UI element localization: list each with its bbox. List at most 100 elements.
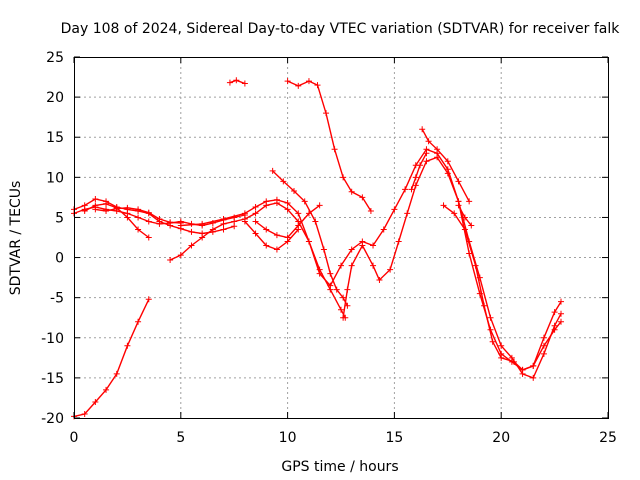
data-point-marker	[530, 362, 537, 369]
data-point-marker	[231, 218, 238, 225]
data-point-marker	[284, 200, 291, 207]
data-point-marker	[338, 306, 344, 313]
series-line	[244, 221, 299, 251]
data-point-marker	[455, 202, 462, 209]
data-point-marker	[135, 206, 142, 213]
data-point-marker	[263, 198, 270, 205]
data-point-marker	[252, 230, 259, 237]
data-point-marker	[376, 277, 383, 284]
data-point-marker	[135, 226, 142, 233]
plot-frame	[74, 57, 609, 419]
y-tick-label: -20	[41, 411, 64, 427]
data-point-marker	[177, 252, 184, 259]
data-point-marker	[370, 242, 377, 249]
data-point-marker	[412, 174, 419, 181]
data-point-marker	[417, 162, 424, 169]
y-tick-label: 25	[46, 50, 64, 66]
data-point-marker	[295, 210, 302, 217]
data-point-marker	[434, 154, 441, 161]
data-point-marker	[551, 309, 558, 316]
data-point-marker	[135, 318, 142, 325]
x-tick-label: 10	[279, 430, 297, 446]
data-point-marker	[301, 198, 308, 205]
series-track-14	[419, 126, 473, 205]
data-point-marker	[468, 222, 475, 229]
data-point-marker	[359, 194, 366, 201]
series-track-5	[71, 296, 152, 420]
series-track-8	[226, 77, 248, 87]
data-point-marker	[233, 77, 240, 84]
data-point-marker	[558, 318, 565, 325]
data-point-marker	[167, 256, 174, 263]
data-point-marker	[461, 214, 468, 221]
data-point-marker	[344, 286, 351, 293]
data-point-marker	[145, 218, 152, 225]
data-point-marker	[466, 250, 473, 257]
data-point-marker	[305, 78, 312, 85]
series-line	[443, 204, 562, 371]
data-point-marker	[113, 205, 120, 212]
data-point-marker	[305, 210, 312, 217]
data-point-marker	[348, 262, 355, 269]
data-point-marker	[519, 366, 526, 373]
data-point-marker	[305, 238, 312, 245]
y-tick-label: 20	[46, 90, 64, 106]
data-point-marker	[434, 146, 441, 153]
data-point-marker	[367, 208, 374, 215]
y-tick-label: 5	[55, 210, 64, 226]
data-point-marker	[444, 158, 451, 165]
data-point-marker	[188, 242, 195, 249]
data-point-marker	[135, 214, 142, 221]
data-point-marker	[423, 150, 430, 157]
series-track-16	[408, 150, 430, 193]
series-track-13	[340, 154, 565, 381]
series-track-12	[241, 218, 302, 253]
data-point-marker	[498, 342, 505, 349]
data-point-marker	[280, 178, 287, 185]
data-point-marker	[391, 206, 398, 213]
data-point-marker	[348, 188, 355, 195]
data-point-marker	[124, 342, 131, 349]
data-point-marker	[540, 334, 547, 341]
data-point-marker	[284, 238, 291, 245]
ticks: 0 5 10 15 20 25 -20 -15 -10 -5 0 5 10 15 20 25	[41, 50, 617, 446]
data-point-marker	[359, 242, 366, 249]
x-tick-label: 0	[70, 430, 79, 446]
series-line	[272, 170, 349, 307]
data-point-marker	[273, 246, 280, 253]
data-point-marker	[284, 206, 291, 213]
data-point-marker	[177, 222, 184, 229]
data-point-marker	[316, 270, 323, 277]
data-point-marker	[412, 182, 419, 189]
series-track-9	[269, 167, 351, 309]
series-line	[421, 128, 470, 202]
series-line	[287, 80, 372, 212]
data-point-marker	[508, 354, 515, 361]
series-track-4	[92, 204, 184, 227]
data-point-marker	[558, 298, 565, 305]
data-point-marker	[124, 204, 131, 211]
series-layer	[71, 77, 565, 420]
data-point-marker	[327, 270, 334, 277]
data-point-marker	[263, 242, 270, 249]
x-tick-label: 15	[385, 430, 403, 446]
data-point-marker	[327, 282, 334, 289]
data-point-marker	[241, 80, 248, 87]
data-point-marker	[291, 187, 298, 194]
data-point-marker	[402, 186, 409, 193]
data-point-marker	[252, 218, 259, 225]
y-tick-label: -5	[50, 291, 64, 307]
data-point-marker	[124, 214, 131, 221]
data-point-marker	[252, 210, 259, 217]
series-line	[342, 156, 562, 379]
series-track-15	[440, 202, 565, 373]
data-point-marker	[273, 196, 280, 203]
data-point-marker	[338, 262, 344, 269]
y-tick-label: 0	[55, 251, 64, 267]
data-point-marker	[444, 170, 451, 177]
data-point-marker	[530, 374, 537, 381]
data-point-marker	[466, 198, 473, 205]
data-point-marker	[425, 138, 432, 145]
series-line	[410, 152, 428, 190]
